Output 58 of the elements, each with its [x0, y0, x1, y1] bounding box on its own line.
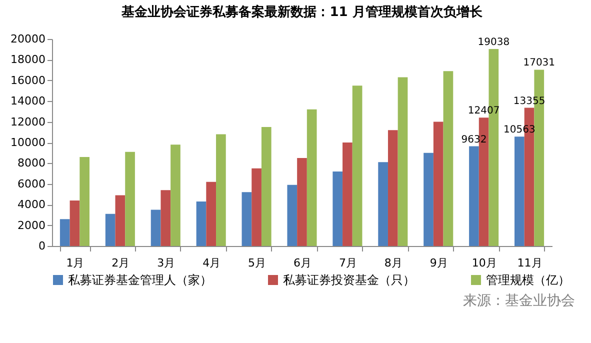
- x-tick-label: 1月: [66, 256, 84, 270]
- bar: [70, 200, 80, 246]
- x-tick-label: 4月: [202, 256, 221, 270]
- bar: [352, 86, 362, 246]
- bar: [433, 122, 444, 246]
- source-note: 来源：基金业协会: [462, 292, 575, 310]
- bar: [332, 171, 343, 246]
- y-tick-label: 14000: [10, 94, 46, 108]
- bar: [388, 130, 398, 246]
- y-tick-label: 10000: [10, 136, 46, 149]
- bar: [125, 152, 135, 246]
- y-tick-label: 16000: [10, 74, 46, 87]
- y-tick-label: 6000: [18, 177, 46, 190]
- y-tick-label: 0: [38, 240, 46, 252]
- bar: [115, 195, 126, 246]
- bar: [469, 146, 479, 246]
- y-tick-label: 2000: [18, 218, 46, 232]
- x-tick-label: 5月: [248, 256, 266, 270]
- x-tick-label: 6月: [294, 256, 312, 270]
- legend-label: 管理规模（亿）: [486, 273, 570, 287]
- bar: [160, 190, 171, 246]
- bar: [80, 156, 90, 246]
- bar: [105, 214, 116, 246]
- bar: [424, 152, 434, 246]
- y-tick-label: 8000: [18, 156, 46, 170]
- bar: [252, 168, 262, 246]
- x-tick-label: 10月: [472, 256, 497, 270]
- bar: [196, 201, 206, 246]
- bar: [287, 184, 298, 246]
- y-tick-label: 4000: [18, 198, 46, 212]
- bar: [242, 192, 252, 246]
- legend-label: 私募证券基金管理人（家）: [68, 273, 212, 287]
- bar: [306, 109, 317, 246]
- bar: [60, 219, 70, 246]
- y-tick-label: 12000: [10, 115, 46, 128]
- chart-title: 基金业协会证券私募备案最新数据：11 月管理规模首次负增长: [120, 4, 484, 20]
- bar: [514, 136, 524, 246]
- bar: [170, 144, 180, 246]
- bar: [443, 71, 454, 246]
- bar: [216, 134, 226, 246]
- bar: [378, 162, 388, 246]
- bar: [297, 158, 307, 246]
- x-tick-label: 2月: [112, 256, 130, 270]
- x-tick-label: 3月: [157, 256, 176, 270]
- y-tick-label: 18000: [10, 53, 46, 66]
- bar: [206, 182, 216, 246]
- y-tick-label: 20000: [10, 32, 46, 46]
- bar: [398, 77, 408, 246]
- data-label: 17031: [523, 58, 556, 69]
- data-label: 19038: [478, 36, 510, 48]
- x-tick-label: 11月: [517, 256, 542, 270]
- legend-label: 私募证券投资基金（只）: [283, 273, 415, 287]
- x-tick-label: 9月: [430, 256, 448, 270]
- bar: [261, 126, 272, 246]
- bar: [342, 142, 352, 246]
- x-tick-label: 7月: [338, 256, 357, 270]
- x-tick-label: 8月: [384, 256, 402, 270]
- bar: [150, 210, 161, 246]
